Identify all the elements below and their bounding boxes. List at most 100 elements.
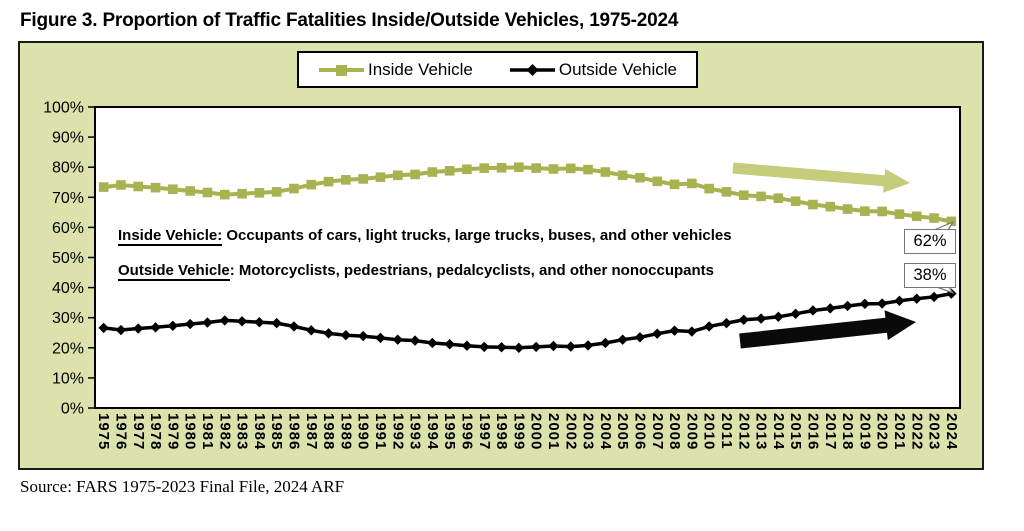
data-point-outside xyxy=(271,317,282,329)
data-point-outside xyxy=(479,341,490,353)
data-point-outside xyxy=(807,305,819,316)
data-point-outside xyxy=(842,300,853,312)
y-axis-tick-label: 100% xyxy=(43,100,84,117)
data-point-inside xyxy=(721,187,732,197)
x-axis-tick-label: 1984 xyxy=(251,413,268,450)
x-axis-tick-label: 1980 xyxy=(182,413,199,450)
data-point-inside xyxy=(168,184,178,194)
x-axis-tick-label: 1982 xyxy=(216,413,233,450)
data-point-outside xyxy=(427,337,438,349)
data-point-inside xyxy=(704,183,714,194)
x-axis-tick-label: 2012 xyxy=(735,413,752,450)
inside-2024-value-callout: 62% xyxy=(904,229,956,254)
x-axis-tick-label: 1979 xyxy=(164,413,181,450)
data-point-inside xyxy=(790,196,801,207)
data-point-outside xyxy=(686,326,698,337)
data-point-inside xyxy=(825,201,836,212)
plot-area xyxy=(94,106,961,409)
data-point-inside xyxy=(254,187,265,198)
y-axis-tick-label: 60% xyxy=(52,220,84,237)
x-axis-tick-label: 2001 xyxy=(545,413,562,450)
outside-vehicle-term: Outside Vehicle xyxy=(118,262,230,281)
data-point-outside xyxy=(357,330,369,342)
data-point-inside xyxy=(860,206,870,216)
data-point-outside xyxy=(617,334,628,345)
data-point-inside xyxy=(462,164,472,175)
data-point-inside xyxy=(479,163,490,173)
x-axis-tick-label: 1998 xyxy=(493,413,510,450)
data-point-outside xyxy=(738,314,749,326)
x-axis-tick-label: 1981 xyxy=(199,413,216,450)
data-point-outside xyxy=(513,342,525,353)
x-axis-tick-label: 2022 xyxy=(908,413,925,450)
data-point-inside xyxy=(306,179,317,190)
data-point-outside xyxy=(911,293,922,304)
inside-vehicle-series-icon xyxy=(318,64,364,76)
x-axis-tick-label: 2003 xyxy=(580,413,597,450)
data-point-outside xyxy=(876,298,888,309)
data-point-inside xyxy=(185,186,195,196)
x-axis-tick-label: 2020 xyxy=(874,413,891,450)
data-point-outside xyxy=(548,340,559,352)
data-point-outside xyxy=(582,340,594,351)
y-axis-tick-label: 50% xyxy=(52,250,84,267)
x-axis-tick-label: 1997 xyxy=(476,413,493,450)
inside-vehicle-term: Inside Vehicle: xyxy=(118,227,223,246)
x-axis-tick-label: 2002 xyxy=(562,413,579,450)
data-point-inside xyxy=(98,182,109,192)
x-axis-tick-label: 2010 xyxy=(701,413,718,450)
x-axis-tick-label: 2018 xyxy=(839,413,856,450)
x-axis-tick-label: 1990 xyxy=(355,413,372,450)
data-point-outside xyxy=(755,313,767,324)
data-point-outside xyxy=(115,324,127,336)
x-axis-tick-label: 1985 xyxy=(268,413,285,450)
data-point-outside xyxy=(150,322,161,333)
y-axis-tick-label: 0% xyxy=(61,401,84,418)
data-point-inside xyxy=(116,180,126,190)
y-axis-tick-label: 20% xyxy=(52,340,84,357)
data-point-outside xyxy=(634,332,646,343)
x-axis-tick-label: 1999 xyxy=(510,413,527,450)
x-axis-tick-label: 2011 xyxy=(718,413,735,450)
data-point-inside xyxy=(427,167,438,177)
y-axis-tick-label: 70% xyxy=(52,190,84,207)
data-point-outside xyxy=(236,316,248,327)
x-axis-tick-label: 1986 xyxy=(285,413,302,450)
x-axis-tick-label: 2007 xyxy=(649,413,666,450)
x-axis-tick-label: 1989 xyxy=(337,413,354,450)
data-point-inside xyxy=(271,187,282,197)
data-point-outside xyxy=(306,325,317,336)
data-point-outside xyxy=(565,341,576,352)
data-point-outside xyxy=(375,332,386,344)
data-point-inside xyxy=(531,163,541,173)
data-point-inside xyxy=(808,199,818,210)
y-axis-tick-label: 80% xyxy=(52,160,84,177)
data-point-outside xyxy=(254,317,265,328)
x-axis-tick-label: 2013 xyxy=(753,413,770,450)
x-axis-tick-label: 2008 xyxy=(666,413,683,450)
legend-label-inside: Inside Vehicle xyxy=(367,59,473,79)
data-point-inside xyxy=(496,163,507,173)
x-axis-tick-label: 2006 xyxy=(631,413,648,450)
x-axis-tick-label: 1975 xyxy=(95,413,112,450)
source-note: Source: FARS 1975-2023 Final File, 2024 … xyxy=(20,477,345,496)
x-axis-tick-label: 1993 xyxy=(407,413,424,450)
legend-item-outside-vehicle: Outside Vehicle xyxy=(509,60,677,80)
x-axis-tick-label: 1991 xyxy=(372,413,389,450)
data-point-inside xyxy=(375,172,386,182)
data-point-outside xyxy=(288,321,300,332)
inside-vehicle-definition-text: Occupants of cars, light trucks, large t… xyxy=(222,227,732,244)
data-point-inside xyxy=(894,209,905,219)
data-point-outside xyxy=(600,337,611,349)
data-point-outside xyxy=(184,318,196,330)
data-point-inside xyxy=(392,170,403,181)
data-point-inside xyxy=(652,176,663,187)
data-point-inside xyxy=(756,191,766,202)
data-point-outside xyxy=(219,315,230,326)
figure-title: Figure 3. Proportion of Traffic Fataliti… xyxy=(20,10,679,31)
legend-item-inside-vehicle: Inside Vehicle xyxy=(318,60,473,80)
data-point-inside xyxy=(911,211,922,222)
data-point-outside xyxy=(409,335,421,346)
